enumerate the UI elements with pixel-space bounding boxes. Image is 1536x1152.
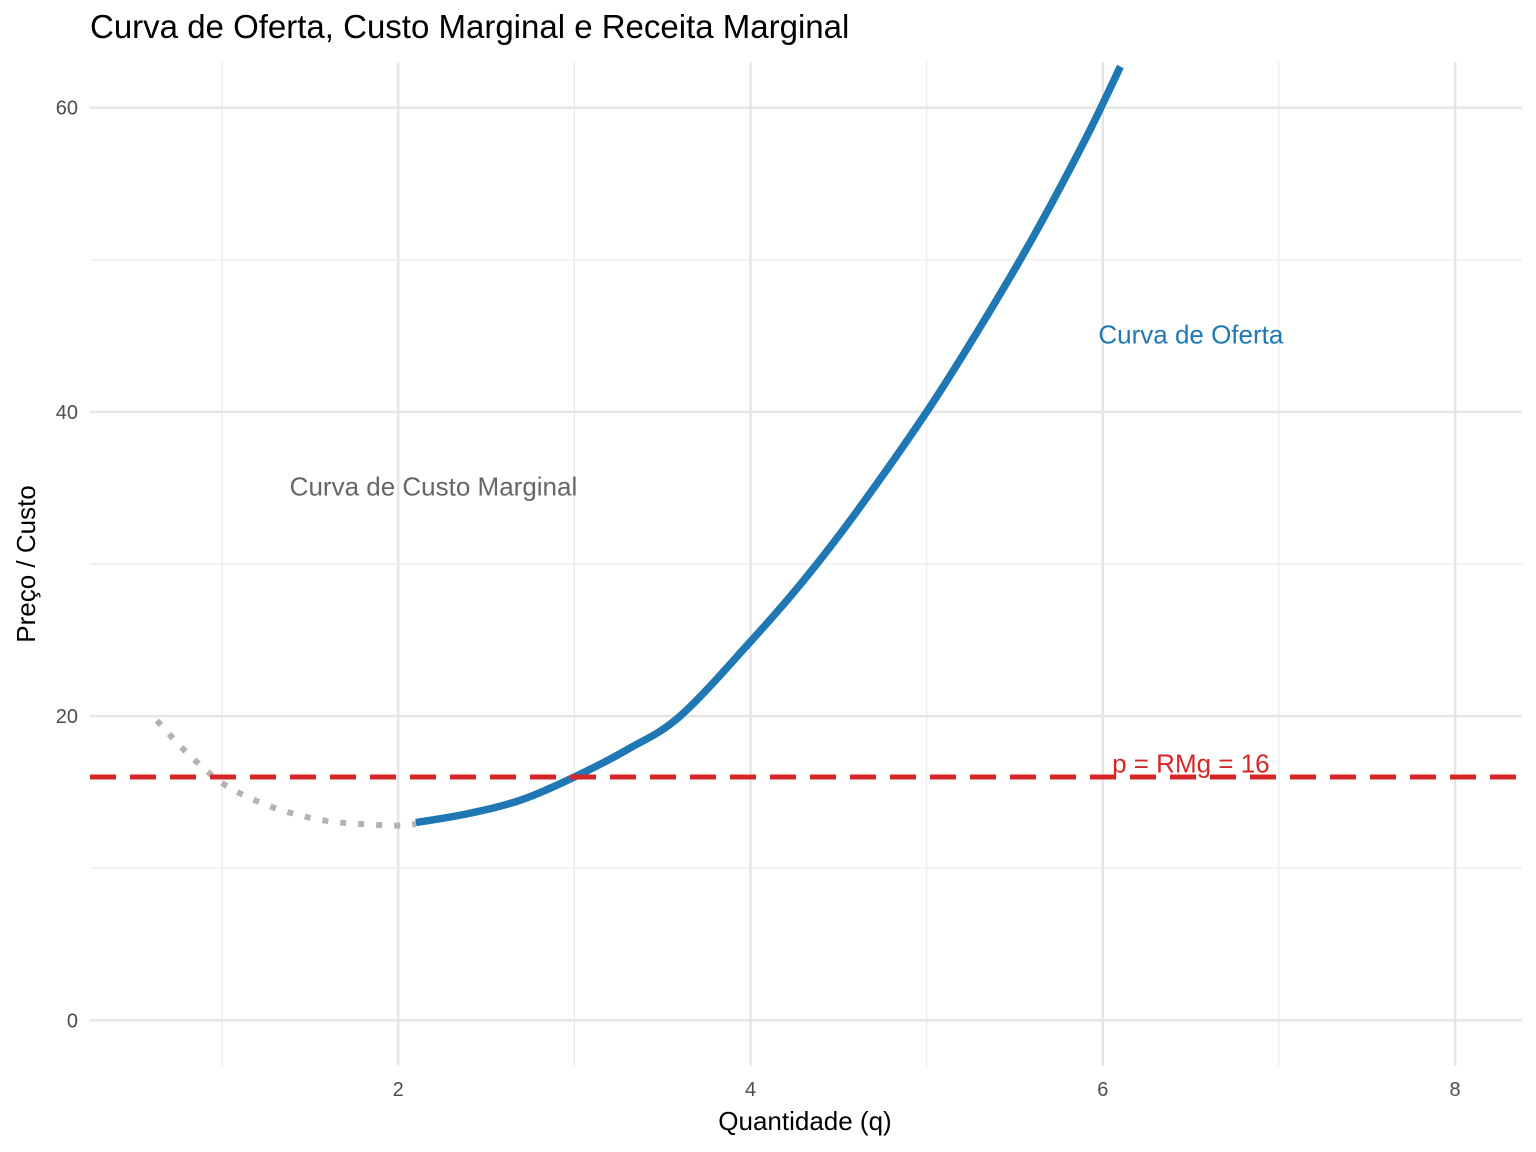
x-tick-label: 6 bbox=[1097, 1079, 1108, 1101]
x-tick-label: 2 bbox=[393, 1079, 404, 1101]
y-tick-label: 20 bbox=[56, 706, 78, 728]
annotation-label: p = RMg = 16 bbox=[1112, 748, 1270, 778]
minor-gridlines bbox=[90, 62, 1522, 1066]
y-tick-label: 40 bbox=[56, 402, 78, 424]
chart-title: Curva de Oferta, Custo Marginal e Receit… bbox=[90, 8, 850, 45]
annotation-label: Curva de Oferta bbox=[1098, 319, 1284, 349]
annotation-label: Curva de Custo Marginal bbox=[290, 471, 578, 501]
y-axis-title: Preço / Custo bbox=[11, 485, 41, 643]
annotation-layer: Curva de Oferta Curva de Custo Marginal p … bbox=[290, 319, 1284, 778]
series-layer bbox=[90, 64, 1522, 829]
x-tick-label: 4 bbox=[745, 1079, 756, 1101]
major-gridlines bbox=[90, 62, 1522, 1066]
y-tick-label: 0 bbox=[67, 1010, 78, 1032]
series-line-oferta bbox=[415, 64, 1124, 827]
tick-labels: 2 4 6 8 0 20 40 60 bbox=[56, 98, 1461, 1101]
x-axis-title: Quantidade (q) bbox=[718, 1106, 891, 1136]
y-tick-label: 60 bbox=[56, 98, 78, 120]
x-tick-label: 8 bbox=[1450, 1079, 1461, 1101]
series-line-custo-marginal bbox=[154, 718, 417, 829]
